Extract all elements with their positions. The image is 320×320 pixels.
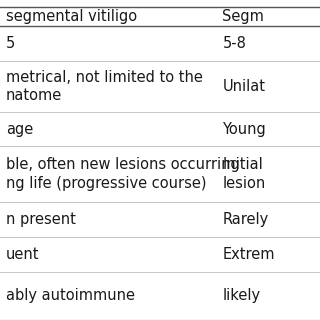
Text: age: age (6, 122, 33, 137)
Text: Unilat: Unilat (222, 79, 265, 94)
Text: Young: Young (222, 122, 266, 137)
Text: 5-8: 5-8 (222, 36, 246, 51)
Text: likely: likely (222, 288, 260, 303)
Text: n present: n present (6, 212, 76, 227)
Text: ble, often new lesions occurring
ng life (progressive course): ble, often new lesions occurring ng life… (6, 157, 239, 191)
Text: Initial
lesion: Initial lesion (222, 157, 266, 191)
Text: ably autoimmune: ably autoimmune (6, 288, 135, 303)
Text: uent: uent (6, 247, 39, 261)
Text: Segm: Segm (222, 9, 264, 24)
Text: segmental vitiligo: segmental vitiligo (6, 9, 137, 24)
Text: metrical, not limited to the
natome: metrical, not limited to the natome (6, 69, 203, 103)
Text: Extrem: Extrem (222, 247, 275, 261)
Text: Rarely: Rarely (222, 212, 269, 227)
Text: 5: 5 (6, 36, 15, 51)
